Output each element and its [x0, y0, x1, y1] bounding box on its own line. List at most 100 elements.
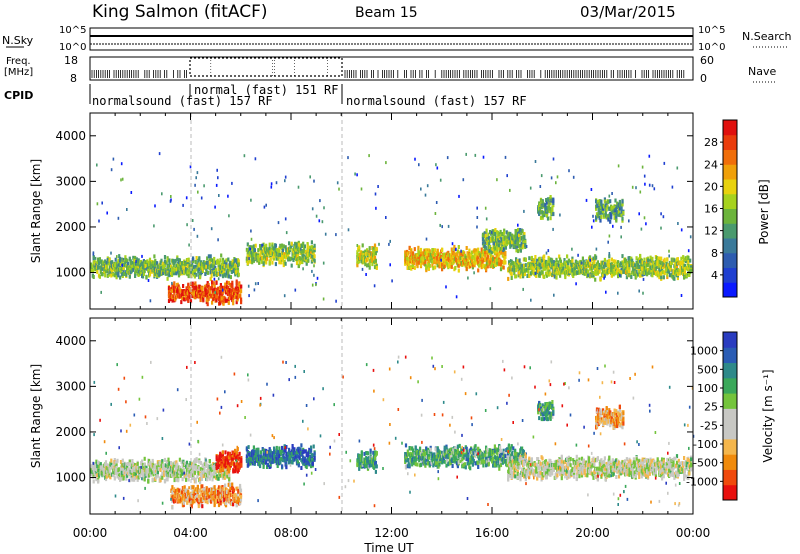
power-echo-cell: [171, 288, 174, 293]
power-echo-cell: [240, 297, 243, 302]
power-echo-cell: [651, 256, 654, 261]
freq-unit-label: [MHz]: [4, 67, 33, 78]
power-echo-cell: [275, 256, 278, 261]
power-echo-cell: [496, 246, 499, 251]
power-echo-cell: [653, 263, 657, 268]
power-echo-cell: [639, 273, 642, 278]
power-echo-cell: [211, 294, 215, 299]
power-scatter-cell: [653, 187, 656, 191]
power-echo-cell: [504, 245, 507, 250]
velocity-echo-cell: [175, 477, 178, 482]
power-scatter-cell: [462, 178, 465, 182]
power-echo-cell: [232, 301, 235, 306]
power-scatter-cell: [525, 245, 528, 248]
power-echo-cell: [258, 260, 261, 265]
power-echo-cell: [281, 243, 284, 248]
velocity-echo-cell: [175, 460, 178, 465]
velocity-echo-cell: [130, 470, 133, 475]
power-echo-cell: [646, 272, 649, 277]
power-echo-cell: [546, 268, 549, 273]
beam-title: Beam 15: [355, 5, 418, 21]
power-echo-cell: [658, 265, 661, 270]
power-scatter-cell: [120, 178, 122, 182]
velocity-echo-cell: [151, 458, 154, 463]
power-echo-cell: [92, 275, 95, 279]
power-echo-cell: [595, 270, 598, 275]
velocity-echo-cell: [161, 459, 164, 464]
power-echo-cell: [682, 268, 685, 273]
power-echo-cell: [198, 256, 201, 261]
power-echo-cell: [278, 260, 281, 265]
nsearch-tick-high: 10^5: [698, 25, 725, 36]
power-echo-cell: [552, 199, 555, 203]
power-echo-cell: [99, 269, 102, 274]
power-echo-cell: [269, 257, 272, 261]
power-scatter-cell: [389, 263, 391, 267]
velocity-echo-cell: [118, 467, 121, 472]
power-scatter-cell: [297, 185, 300, 189]
velocity-echo-cell: [125, 476, 128, 481]
power-echo-cell: [557, 260, 560, 265]
power-echo-cell: [296, 252, 299, 257]
power-echo-cell: [426, 253, 429, 258]
power-echo-cell: [598, 267, 601, 272]
power-scatter-cell: [309, 175, 311, 179]
power-echo-cell: [373, 243, 377, 248]
power-echo-cell: [217, 272, 220, 277]
power-scatter-cell: [426, 184, 429, 188]
power-echo-cell: [639, 260, 643, 265]
power-echo-cell: [621, 218, 624, 223]
station-title: King Salmon (fitACF): [92, 2, 268, 22]
power-scatter-cell: [631, 185, 634, 189]
power-scatter-cell: [189, 165, 192, 169]
power-echo-cell: [103, 267, 106, 272]
power-echo-cell: [498, 252, 501, 257]
power-scatter-cell: [529, 186, 532, 190]
power-echo-cell: [274, 243, 277, 248]
power-echo-cell: [207, 283, 210, 288]
power-echo-cell: [104, 269, 108, 274]
power-echo-cell: [204, 272, 207, 276]
power-scatter-cell: [215, 183, 218, 187]
power-echo-cell: [513, 271, 516, 276]
power-echo-cell: [404, 250, 407, 255]
power-echo-cell: [638, 269, 641, 274]
power-echo-cell: [471, 265, 474, 270]
power-echo-cell: [302, 248, 306, 253]
velocity-echo-cell: [151, 470, 154, 475]
power-echo-cell: [140, 271, 143, 276]
power-scatter-cell: [552, 227, 554, 231]
power-echo-cell: [602, 273, 605, 278]
power-echo-cell: [297, 263, 300, 268]
power-echo-cell: [518, 233, 521, 238]
power-echo-cell: [295, 242, 299, 247]
power-echo-cell: [178, 258, 181, 263]
power-echo-cell: [481, 237, 485, 242]
power-echo-cell: [663, 257, 666, 262]
power-scatter-cell: [284, 179, 286, 183]
power-echo-cell: [259, 250, 262, 255]
power-echo-cell: [537, 261, 540, 266]
power-echo-cell: [114, 267, 117, 272]
power-echo-cell: [559, 267, 562, 271]
power-echo-cell: [649, 265, 652, 270]
power-echo-cell: [431, 263, 434, 268]
power-scatter-cell: [509, 259, 512, 262]
power-echo-cell: [518, 258, 521, 263]
power-echo-cell: [193, 274, 196, 279]
power-echo-cell: [212, 281, 215, 286]
power-echo-cell: [617, 260, 620, 265]
power-echo-cell: [210, 258, 213, 262]
power-scatter-cell: [283, 294, 286, 298]
power-echo-cell: [251, 245, 254, 250]
power-echo-cell: [643, 270, 646, 275]
power-echo-cell: [610, 215, 613, 220]
power-echo-cell: [231, 280, 234, 285]
power-echo-cell: [215, 298, 218, 303]
power-scatter-cell: [203, 184, 205, 188]
power-echo-cell: [503, 236, 507, 241]
power-scatter-cell: [336, 181, 339, 185]
power-echo-cell: [124, 261, 127, 266]
power-echo-cell: [594, 277, 597, 282]
power-echo-cell: [204, 286, 207, 291]
